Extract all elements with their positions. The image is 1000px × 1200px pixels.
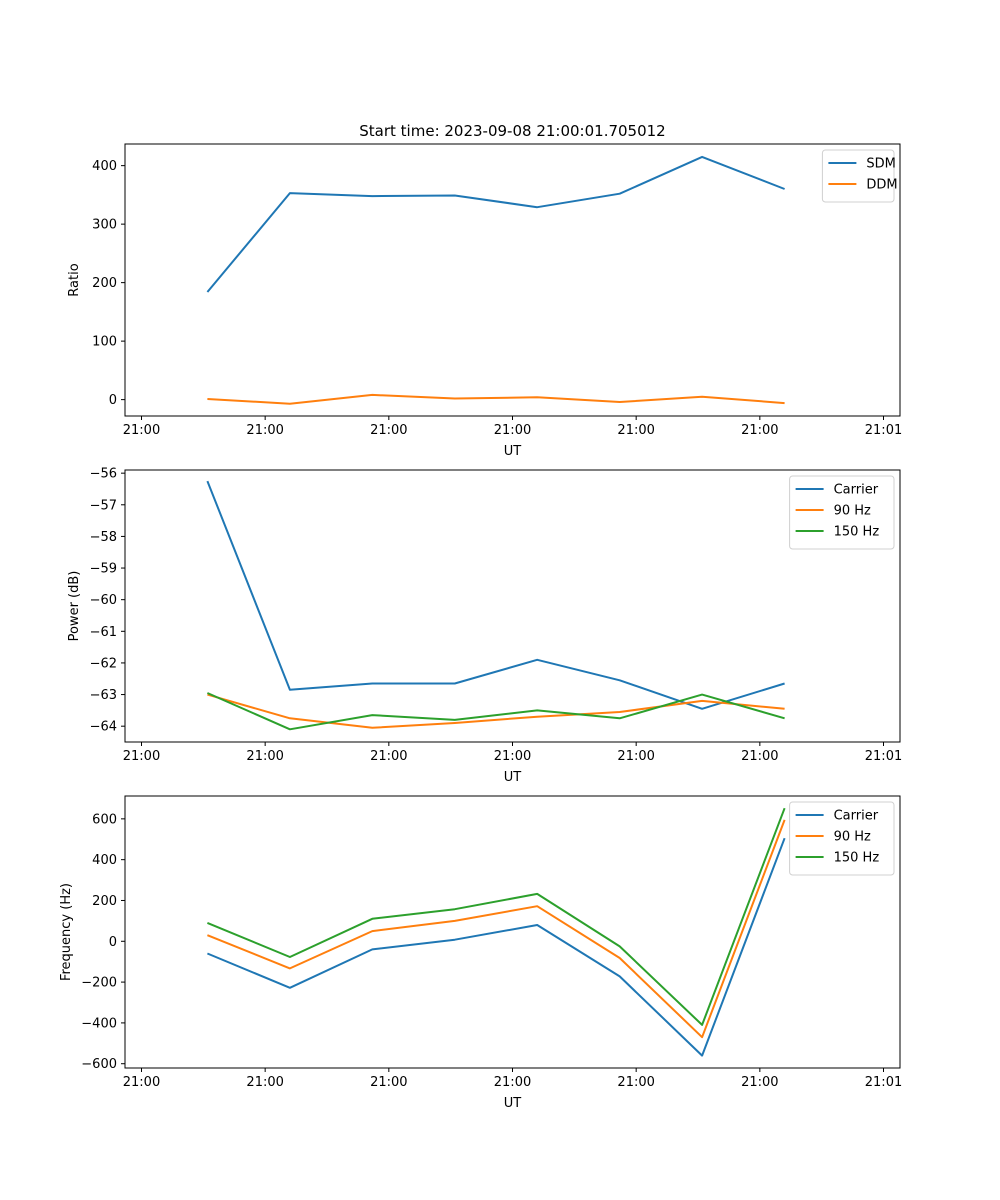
frequency-y-tick-label: 400 <box>92 853 117 868</box>
power-y-tick-label: −57 <box>90 498 117 513</box>
ratio-y-tick-label: 0 <box>109 393 117 408</box>
power-y-tick-label: −61 <box>90 625 117 640</box>
frequency-x-tick-label: 21:00 <box>741 1075 778 1090</box>
frequency-y-tick-label: −400 <box>81 1016 117 1031</box>
panels: 21:00 21:00 21:00 21:00 21:00 21:00 21:01 0 100 2… <box>59 143 902 1111</box>
power-y-tick-label: −58 <box>90 530 117 545</box>
frequency-y-tick-label: 600 <box>92 812 117 827</box>
power-legend-label-90-hz: 90 Hz <box>834 504 871 519</box>
frequency-x-axis-label: UT <box>504 1096 522 1111</box>
power-x-tick-label: 21:00 <box>494 749 531 764</box>
frequency-legend: Carrier 90 Hz 150 Hz <box>789 801 895 876</box>
ratio-y-tick-label: 300 <box>92 218 117 233</box>
power-y-tick-label: −60 <box>90 593 117 608</box>
frequency-legend-label-150-hz: 150 Hz <box>834 851 880 866</box>
power-x-axis-label: UT <box>504 770 522 785</box>
ratio-x-tick-label: 21:00 <box>123 423 160 438</box>
ratio-x-tick-label: 21:00 <box>617 423 654 438</box>
ratio-y-tick-label: 400 <box>92 159 117 174</box>
ratio-legend-label-sdm: SDM <box>866 157 895 172</box>
power-x-tick-label: 21:01 <box>865 749 902 764</box>
frequency-y-tick-label: 200 <box>92 894 117 909</box>
power-series-150-hz-line <box>206 692 785 731</box>
frequency-y-axis-label: Frequency (Hz) <box>59 883 74 981</box>
frequency-legend-label-carrier: Carrier <box>834 809 879 824</box>
frequency-series-150-hz-line <box>207 807 786 1026</box>
ratio-x-axis-label: UT <box>504 444 522 459</box>
ratio-y-tick-label: 100 <box>92 335 117 350</box>
ratio-series-sdm-line <box>206 155 785 293</box>
power-legend-label-150-hz: 150 Hz <box>834 525 880 540</box>
ratio-x-tick-label: 21:00 <box>370 423 407 438</box>
ratio-y-axis-label: Ratio <box>67 263 82 296</box>
frequency-x-tick-label: 21:00 <box>246 1075 283 1090</box>
frequency-x-tick-label: 21:01 <box>865 1075 902 1090</box>
ratio-legend: SDM DDM <box>821 149 898 203</box>
frequency-y-tick-label: 0 <box>109 935 117 950</box>
ratio-x-tick-label: 21:00 <box>246 423 283 438</box>
power-x-tick-label: 21:00 <box>741 749 778 764</box>
ratio-series-ddm-line <box>207 393 785 405</box>
frequency-x-tick-label: 21:00 <box>494 1075 531 1090</box>
power-x-tick-label: 21:00 <box>617 749 654 764</box>
frequency-series-90-hz-line <box>207 819 786 1039</box>
frequency-y-tick-label: −200 <box>81 976 117 991</box>
ratio-axes-frame <box>124 143 901 417</box>
power-series-carrier-line <box>206 480 785 710</box>
ratio-x-tick-label: 21:01 <box>865 423 902 438</box>
power-y-tick-label: −62 <box>90 656 117 671</box>
frequency-x-tick-label: 21:00 <box>370 1075 407 1090</box>
power-x-tick-label: 21:00 <box>370 749 407 764</box>
power-x-tick-label: 21:00 <box>246 749 283 764</box>
ratio-legend-label-ddm: DDM <box>866 178 897 193</box>
figure-title: Start time: 2023-09-08 21:00:01.705012 <box>359 122 665 140</box>
frequency-axes-frame <box>124 795 901 1069</box>
ratio-panel: 21:00 21:00 21:00 21:00 21:00 21:00 21:01 0 100 2… <box>67 143 902 459</box>
power-y-axis-label: Power (dB) <box>67 571 82 642</box>
frequency-x-tick-label: 21:00 <box>617 1075 654 1090</box>
power-y-tick-label: −63 <box>90 688 117 703</box>
ratio-x-tick-label: 21:00 <box>494 423 531 438</box>
power-legend-label-carrier: Carrier <box>834 483 879 498</box>
power-y-tick-label: −59 <box>90 562 117 577</box>
power-legend: Carrier 90 Hz 150 Hz <box>789 475 895 550</box>
frequency-y-tick-label: −600 <box>81 1057 117 1072</box>
power-axes-frame <box>124 469 901 743</box>
power-y-tick-label: −56 <box>90 467 117 482</box>
frequency-panel: 21:00 21:00 21:00 21:00 21:00 21:00 21:01 −600 −… <box>59 795 902 1111</box>
frequency-series-carrier-line <box>207 837 786 1057</box>
power-y-tick-label: −64 <box>90 720 117 735</box>
power-x-tick-label: 21:00 <box>123 749 160 764</box>
power-panel: 21:00 21:00 21:00 21:00 21:00 21:00 21:01 −56 −5… <box>67 467 902 785</box>
frequency-x-tick-label: 21:00 <box>123 1075 160 1090</box>
power-series-90-hz-line <box>207 693 785 729</box>
frequency-legend-label-90-hz: 90 Hz <box>834 830 871 845</box>
ratio-x-tick-label: 21:00 <box>741 423 778 438</box>
ratio-y-tick-label: 200 <box>92 276 117 291</box>
